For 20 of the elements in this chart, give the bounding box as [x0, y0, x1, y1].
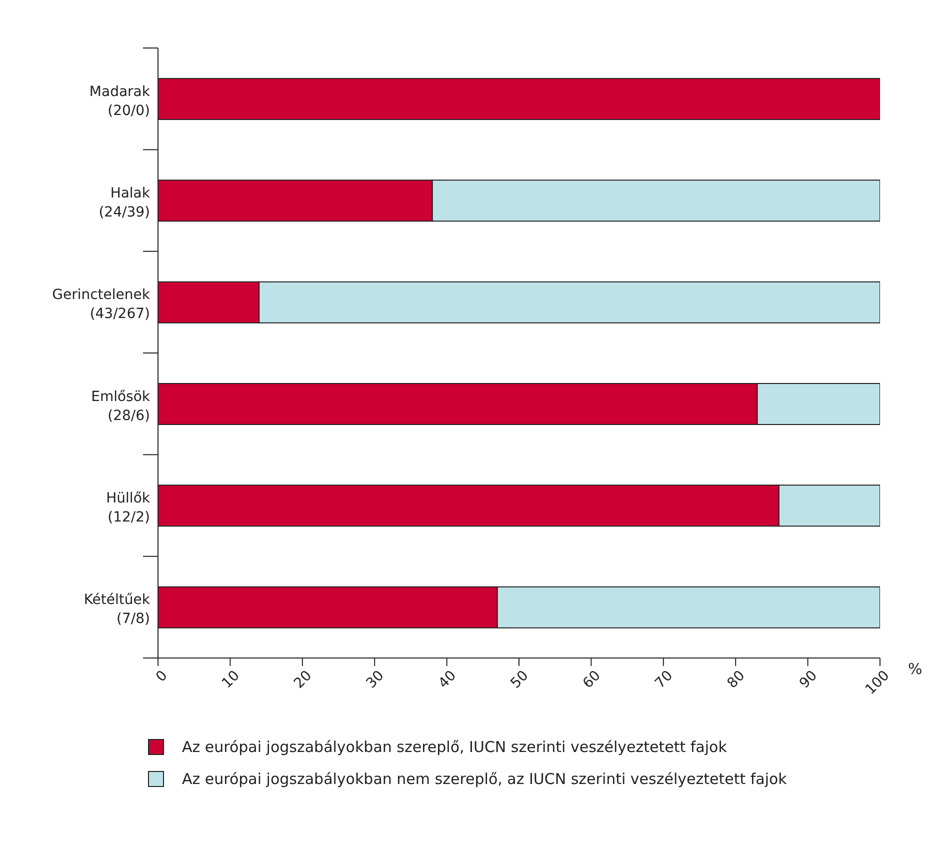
x-tick-label: 80 [724, 668, 748, 692]
x-tick-label: 40 [436, 668, 460, 692]
x-tick-label: 70 [652, 668, 676, 692]
x-tick-label: 0 [153, 668, 171, 686]
x-tick-label: 20 [291, 668, 316, 692]
x-tick-label: 50 [508, 668, 532, 692]
legend-label: Az európai jogszabályokban szereplő, IUCN szerinti veszélyeztetett fajok [182, 738, 727, 756]
y-tick-label: Gerinctelenek (43/267) [52, 287, 151, 322]
y-tick-label: Hüllők (12/2) [106, 490, 151, 526]
y-tick-label: Halak (24/39) [98, 186, 151, 220]
x-axis-title: % [908, 660, 922, 678]
y-tick-label: Madarak (20/0) [89, 84, 151, 119]
legend-label: Az európai jogszabályokban nem szereplő, az IUCN szerinti veszélyeztetett fajok [182, 770, 787, 788]
x-tick-label: 60 [580, 668, 604, 692]
y-tick-label: Kétéltűek (7/8) [84, 592, 151, 628]
x-tick-label: 10 [219, 668, 243, 692]
x-tick-label: 100 [862, 668, 893, 698]
y-tick-label: Emlősök (28/6) [91, 388, 151, 424]
x-tick-label: 30 [363, 668, 388, 692]
x-tick-label: 90 [796, 668, 821, 692]
